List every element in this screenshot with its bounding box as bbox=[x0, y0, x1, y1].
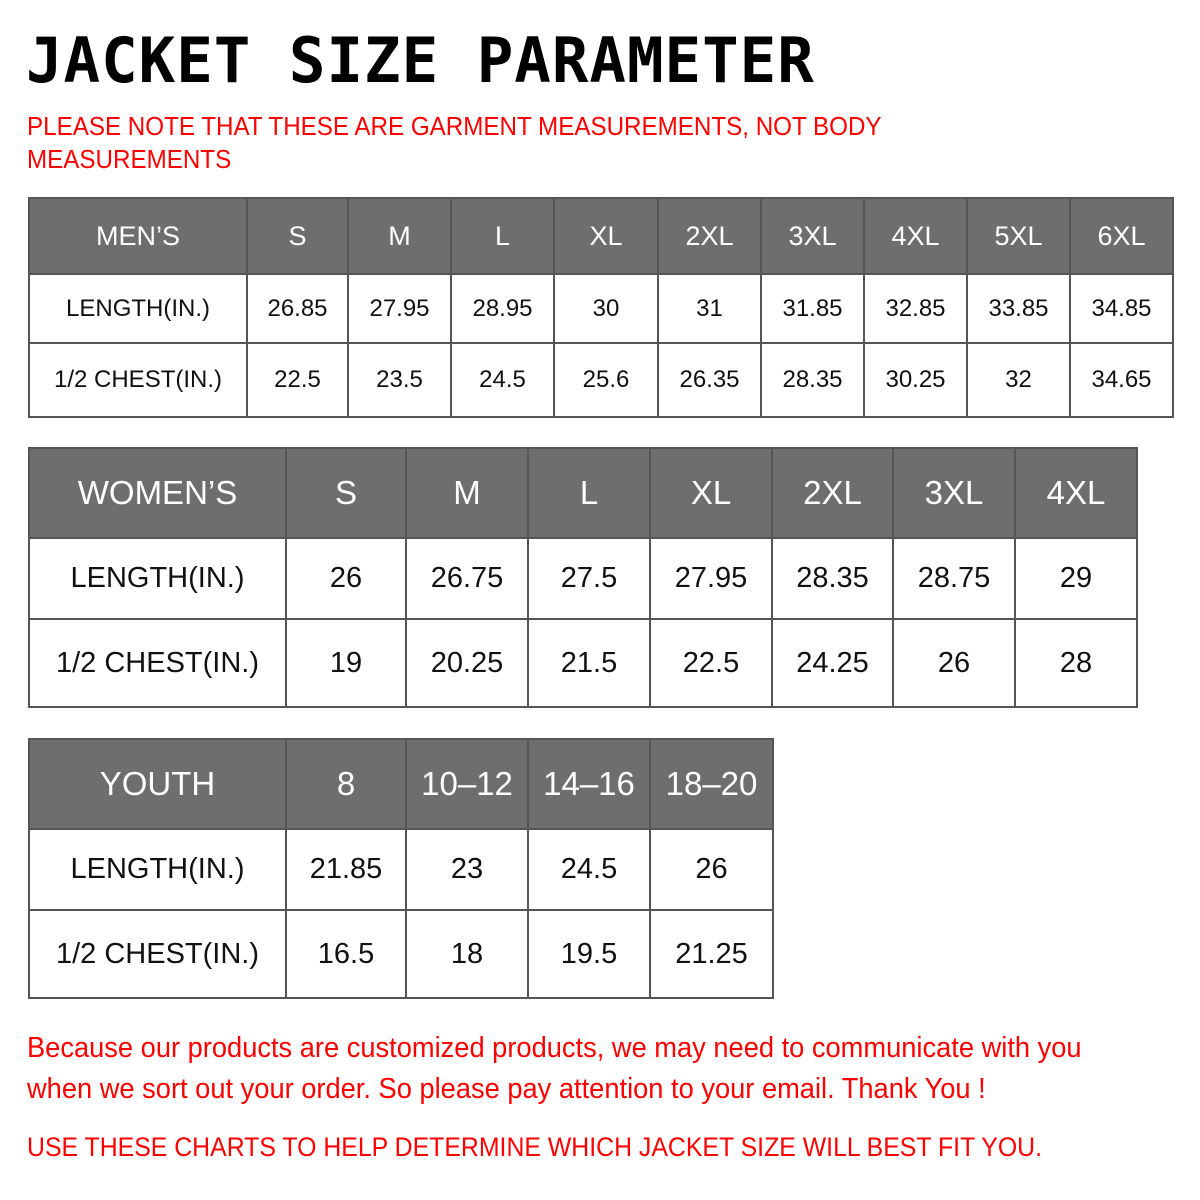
measurement-value-cell: 26 bbox=[285, 537, 407, 620]
measurement-value-cell: 25.6 bbox=[553, 342, 659, 418]
size-header-cell: 3XL bbox=[892, 447, 1016, 539]
measurement-value-cell: 28.35 bbox=[771, 537, 894, 620]
measurement-value-cell: 28.95 bbox=[450, 273, 555, 344]
measurement-value-cell: 30 bbox=[553, 273, 659, 344]
size-header-cell: 2XL bbox=[771, 447, 894, 539]
mens-size-table: MEN’S S M L XL 2XL 3XL 4XL 5XL 6XL LENGTH(IN.) 26.8… bbox=[28, 197, 1174, 418]
measurement-value-cell: 22.5 bbox=[649, 618, 773, 708]
page-title: JACKET SIZE PARAMETER bbox=[26, 24, 815, 97]
measurement-value-cell: 16.5 bbox=[285, 909, 407, 999]
measurement-label-cell: 1/2 CHEST(IN.) bbox=[28, 618, 287, 708]
size-instruction: USE THESE CHARTS TO HELP DETERMINE WHICH… bbox=[27, 1132, 1042, 1162]
measurement-value-cell: 21.5 bbox=[527, 618, 651, 708]
measurement-value-cell: 29 bbox=[1014, 537, 1138, 620]
measurement-value-cell: 27.95 bbox=[649, 537, 773, 620]
measurement-value-cell: 32 bbox=[966, 342, 1071, 418]
measurement-value-cell: 28 bbox=[1014, 618, 1138, 708]
size-header-cell: 6XL bbox=[1069, 197, 1174, 275]
size-header-cell: 14–16 bbox=[527, 738, 651, 830]
size-header-cell: L bbox=[450, 197, 555, 275]
size-header-cell: L bbox=[527, 447, 651, 539]
measurement-value-cell: 19 bbox=[285, 618, 407, 708]
measurement-value-cell: 34.85 bbox=[1069, 273, 1174, 344]
size-header-cell: 3XL bbox=[760, 197, 865, 275]
measurement-value-cell: 20.25 bbox=[405, 618, 529, 708]
measurement-value-cell: 21.85 bbox=[285, 828, 407, 911]
size-header-cell: 4XL bbox=[863, 197, 968, 275]
size-header-cell: 2XL bbox=[657, 197, 762, 275]
size-header-cell: S bbox=[246, 197, 349, 275]
measurement-value-cell: 26.85 bbox=[246, 273, 349, 344]
table-header-row: WOMEN’S S M L XL 2XL 3XL 4XL bbox=[28, 447, 1138, 539]
table-title-cell: YOUTH bbox=[28, 738, 287, 830]
table-row: 1/2 CHEST(IN.) 22.5 23.5 24.5 25.6 26.35 28.35… bbox=[28, 342, 1174, 418]
size-header-cell: 10–12 bbox=[405, 738, 529, 830]
measurement-value-cell: 26 bbox=[892, 618, 1016, 708]
size-header-cell: M bbox=[405, 447, 529, 539]
measurement-value-cell: 24.25 bbox=[771, 618, 894, 708]
size-header-cell: 18–20 bbox=[649, 738, 774, 830]
measurement-value-cell: 24.5 bbox=[450, 342, 555, 418]
measurement-value-cell: 26 bbox=[649, 828, 774, 911]
table-row: LENGTH(IN.) 26 26.75 27.5 27.95 28.35 28.75 29 bbox=[28, 537, 1138, 620]
customization-message: Because our products are customized prod… bbox=[27, 1032, 1082, 1105]
measurement-value-cell: 26.75 bbox=[405, 537, 529, 620]
measurement-value-cell: 30.25 bbox=[863, 342, 968, 418]
measurement-value-cell: 28.35 bbox=[760, 342, 865, 418]
measurement-value-cell: 27.95 bbox=[347, 273, 452, 344]
measurement-value-cell: 21.25 bbox=[649, 909, 774, 999]
table-header-row: YOUTH 8 10–12 14–16 18–20 bbox=[28, 738, 774, 830]
measurement-value-cell: 34.65 bbox=[1069, 342, 1174, 418]
table-row: LENGTH(IN.) 26.85 27.95 28.95 30 31 31.85 32.85… bbox=[28, 273, 1174, 344]
measurement-value-cell: 19.5 bbox=[527, 909, 651, 999]
measurement-value-cell: 23 bbox=[405, 828, 529, 911]
measurement-label-cell: 1/2 CHEST(IN.) bbox=[28, 342, 248, 418]
measurement-value-cell: 31.85 bbox=[760, 273, 865, 344]
measurement-value-cell: 26.35 bbox=[657, 342, 762, 418]
measurement-label-cell: LENGTH(IN.) bbox=[28, 273, 248, 344]
measurement-value-cell: 31 bbox=[657, 273, 762, 344]
table-row: LENGTH(IN.) 21.85 23 24.5 26 bbox=[28, 828, 774, 911]
size-header-cell: XL bbox=[649, 447, 773, 539]
measurement-label-cell: LENGTH(IN.) bbox=[28, 537, 287, 620]
measurement-value-cell: 33.85 bbox=[966, 273, 1071, 344]
measurement-label-cell: 1/2 CHEST(IN.) bbox=[28, 909, 287, 999]
size-header-cell: S bbox=[285, 447, 407, 539]
measurement-value-cell: 24.5 bbox=[527, 828, 651, 911]
measurement-value-cell: 28.75 bbox=[892, 537, 1016, 620]
size-header-cell: M bbox=[347, 197, 452, 275]
size-header-cell: 4XL bbox=[1014, 447, 1138, 539]
measurement-value-cell: 18 bbox=[405, 909, 529, 999]
measurement-value-cell: 32.85 bbox=[863, 273, 968, 344]
youth-size-table: YOUTH 8 10–12 14–16 18–20 LENGTH(IN.) 21.85 23 2… bbox=[28, 738, 774, 999]
table-title-cell: WOMEN’S bbox=[28, 447, 287, 539]
size-header-cell: 8 bbox=[285, 738, 407, 830]
table-row: 1/2 CHEST(IN.) 16.5 18 19.5 21.25 bbox=[28, 909, 774, 999]
womens-size-table: WOMEN’S S M L XL 2XL 3XL 4XL LENGTH(IN.) 26 26.75 2… bbox=[28, 447, 1138, 708]
measurement-value-cell: 27.5 bbox=[527, 537, 651, 620]
table-title-cell: MEN’S bbox=[28, 197, 248, 275]
measurement-value-cell: 23.5 bbox=[347, 342, 452, 418]
measurement-value-cell: 22.5 bbox=[246, 342, 349, 418]
table-row: 1/2 CHEST(IN.) 19 20.25 21.5 22.5 24.25 26 28 bbox=[28, 618, 1138, 708]
table-header-row: MEN’S S M L XL 2XL 3XL 4XL 5XL 6XL bbox=[28, 197, 1174, 275]
measurement-note: PLEASE NOTE THAT THESE ARE GARMENT MEASU… bbox=[27, 111, 882, 174]
size-header-cell: 5XL bbox=[966, 197, 1071, 275]
size-header-cell: XL bbox=[553, 197, 659, 275]
measurement-label-cell: LENGTH(IN.) bbox=[28, 828, 287, 911]
